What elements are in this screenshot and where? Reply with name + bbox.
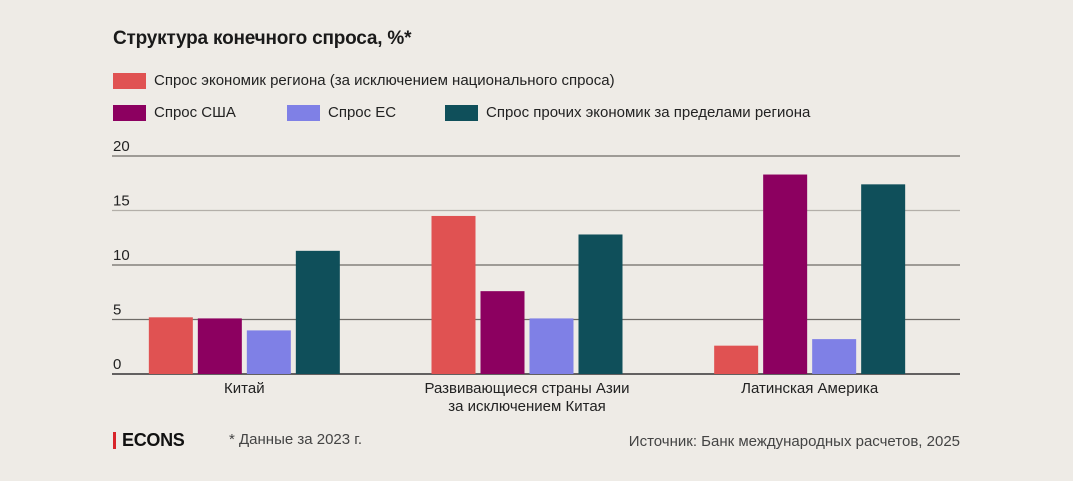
logo-text: ECONS <box>122 430 185 450</box>
legend-swatch-regional <box>113 72 146 89</box>
legend-item-other-demand: Спрос прочих экономик за пределами регио… <box>445 104 810 121</box>
x-tick-label: за исключением Китая <box>448 398 606 415</box>
legend-label-eu: Спрос ЕС <box>328 104 397 121</box>
legend-item-eu-demand: Спрос ЕС <box>287 104 396 121</box>
legend-swatch-us <box>113 104 146 121</box>
bar <box>480 291 525 374</box>
y-tick-label: 15 <box>113 193 130 210</box>
bar <box>861 184 906 374</box>
bar <box>431 215 476 374</box>
x-tick-label: Развивающиеся страны Азии <box>424 380 629 397</box>
econs-logo: ECONS <box>113 430 185 451</box>
legend-swatch-eu <box>287 104 320 121</box>
bar <box>714 345 759 374</box>
x-tick-label: Латинская Америка <box>741 380 879 397</box>
bar <box>295 250 340 374</box>
footnote: * Данные за 2023 г. <box>229 431 363 448</box>
y-tick-label: 0 <box>113 356 121 373</box>
bar <box>763 174 808 374</box>
legend-item-us-demand: Спрос США <box>113 104 236 121</box>
source-note: Источник: Банк международных расчетов, 2… <box>628 433 960 450</box>
bar <box>197 318 242 374</box>
bar <box>578 234 623 374</box>
legend-item-regional-demand: Спрос экономик региона (за исключением н… <box>113 72 615 89</box>
legend-label-us: Спрос США <box>154 104 236 121</box>
legend-swatch-other <box>445 104 478 121</box>
bar <box>246 330 291 374</box>
legend-label-other: Спрос прочих экономик за пределами регио… <box>486 104 811 121</box>
chart-title: Структура конечного спроса, %* <box>113 28 412 49</box>
bar <box>529 318 574 374</box>
y-tick-label: 5 <box>113 302 121 319</box>
logo-accent-bar <box>113 432 116 449</box>
y-tick-label: 20 <box>113 138 130 155</box>
bar <box>148 317 193 374</box>
bar <box>812 339 857 374</box>
legend-label-regional: Спрос экономик региона (за исключением н… <box>154 72 615 89</box>
y-tick-label: 10 <box>113 247 130 264</box>
x-tick-label: Китай <box>224 380 265 397</box>
